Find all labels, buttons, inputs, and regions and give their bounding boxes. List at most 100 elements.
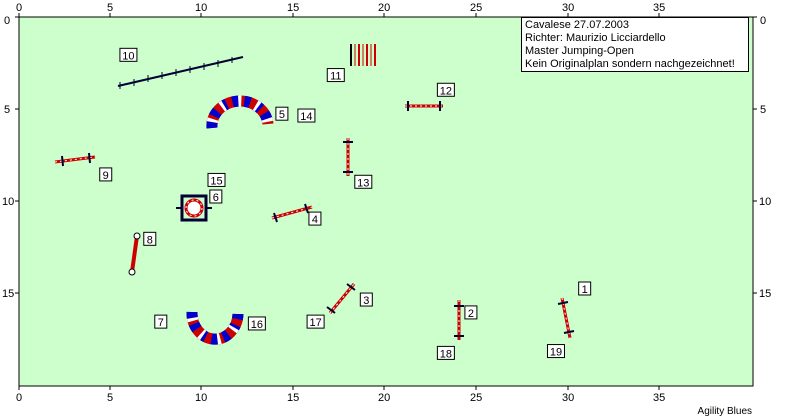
x-tick-label: 30 (562, 2, 574, 14)
x-tick-label: 5 (107, 392, 113, 404)
number-box (436, 345, 455, 360)
x-tick-label: 15 (287, 2, 299, 14)
number-box (154, 314, 168, 329)
obstacle-number-1: 1 (578, 281, 592, 296)
number-text: 16 (251, 319, 263, 331)
number-text: 8 (147, 234, 153, 246)
number-text: 18 (440, 348, 452, 360)
y-tick-label: 10 (2, 196, 14, 208)
obstacle-number-9: 9 (99, 167, 113, 182)
number-box (297, 108, 316, 123)
obstacle-13-hurdle (343, 138, 353, 176)
x-tick-label: 5 (107, 2, 113, 14)
obstacle-number-13: 13 (354, 174, 373, 189)
obstacle-number-11: 11 (326, 68, 345, 83)
obstacle-number-16: 16 (247, 316, 266, 331)
number-box (209, 189, 223, 204)
obstacle-number-10: 10 (119, 47, 138, 62)
number-text: 2 (468, 308, 474, 320)
info-line-venue: Cavalese 27.07.2003 (525, 19, 629, 31)
x-tick-label: 0 (16, 392, 22, 404)
number-box (464, 305, 478, 320)
obstacle-7-tunnel (186, 311, 244, 345)
y-tick-label: 5 (760, 104, 766, 116)
x-tick-label: 35 (653, 2, 665, 14)
x-tick-label: 20 (378, 2, 390, 14)
footer-credit: Agility Blues (697, 406, 752, 417)
number-box (306, 314, 325, 329)
number-box (143, 231, 157, 246)
course-info-box: Cavalese 27.07.2003 Richter: Maurizio Li… (521, 17, 749, 72)
number-box (207, 172, 226, 187)
number-text: 12 (440, 85, 452, 97)
x-axis-top: 0 5 10 15 20 25 30 35 (16, 2, 665, 14)
y-axis-left: 0 5 10 15 (2, 15, 14, 300)
x-tick-label: 25 (470, 392, 482, 404)
obstacle-number-3: 3 (359, 292, 373, 307)
obstacle-8-longjump (128, 232, 141, 276)
obstacle-11-weave (350, 44, 376, 66)
x-tick-label: 20 (378, 392, 390, 404)
obstacle-9-hurdle (54, 152, 96, 167)
x-tick-label: 10 (195, 392, 207, 404)
y-axis-right: 0 5 10 15 (759, 15, 771, 300)
obstacle-number-5: 5 (275, 106, 289, 121)
obstacle-1-hurdle (557, 297, 575, 339)
obstacle-5-tunnel (206, 95, 274, 129)
number-box (247, 316, 266, 331)
obstacle-number-8: 8 (143, 231, 157, 246)
x-tick-label: 25 (470, 2, 482, 14)
x-tick-label: 35 (653, 392, 665, 404)
number-text: 4 (312, 214, 318, 226)
info-line-judge: Richter: Maurizio Licciardello (525, 32, 666, 44)
y-tick-label: 10 (759, 196, 771, 208)
obstacle-number-6: 6 (209, 189, 223, 204)
number-text: 7 (158, 317, 164, 329)
obstacle-number-18: 18 (436, 345, 455, 360)
obstacle-number-14: 14 (297, 108, 316, 123)
number-box (546, 344, 565, 359)
obstacle-number-15: 15 (207, 172, 226, 187)
obstacle-number-4: 4 (308, 211, 322, 226)
y-tick-label: 15 (759, 288, 771, 300)
obstacle-2-hurdle (454, 300, 464, 340)
number-box (99, 167, 113, 182)
number-box (275, 106, 289, 121)
x-tick-label: 15 (287, 392, 299, 404)
x-tick-label: 10 (195, 2, 207, 14)
number-text: 3 (363, 295, 369, 307)
field-area (18, 16, 754, 387)
number-text: 14 (300, 111, 312, 123)
obstacle-number-2: 2 (464, 305, 478, 320)
info-line-class: Master Jumping-Open (525, 45, 634, 57)
obstacle-number-19: 19 (546, 344, 565, 359)
number-text: 5 (279, 109, 285, 121)
number-text: 17 (309, 317, 321, 329)
obstacle-4-hurdle (271, 203, 313, 223)
y-tick-label: 0 (4, 15, 10, 27)
info-line-note: Kein Originalplan sondern nachgezeichnet… (525, 58, 735, 70)
obstacle-number-7: 7 (154, 314, 168, 329)
number-box (354, 174, 373, 189)
obstacle-6-tyre (176, 194, 212, 222)
axis-ticks (15, 13, 757, 390)
obstacle-3-hurdle (326, 283, 356, 314)
x-tick-label: 0 (16, 2, 22, 14)
x-tick-label: 30 (562, 392, 574, 404)
y-tick-label: 15 (2, 288, 14, 300)
number-box (359, 292, 373, 307)
number-box (436, 82, 455, 97)
number-text: 15 (210, 175, 222, 187)
y-tick-label: 5 (4, 104, 10, 116)
number-text: 6 (213, 192, 219, 204)
obstacle-number-17: 17 (306, 314, 325, 329)
number-box (326, 68, 345, 83)
number-text: 10 (122, 50, 134, 62)
number-box (308, 211, 322, 226)
number-box (578, 281, 592, 296)
obstacle-10-dogwalk (117, 56, 244, 89)
number-text: 1 (582, 284, 588, 296)
obstacle-12-hurdle (405, 101, 443, 111)
